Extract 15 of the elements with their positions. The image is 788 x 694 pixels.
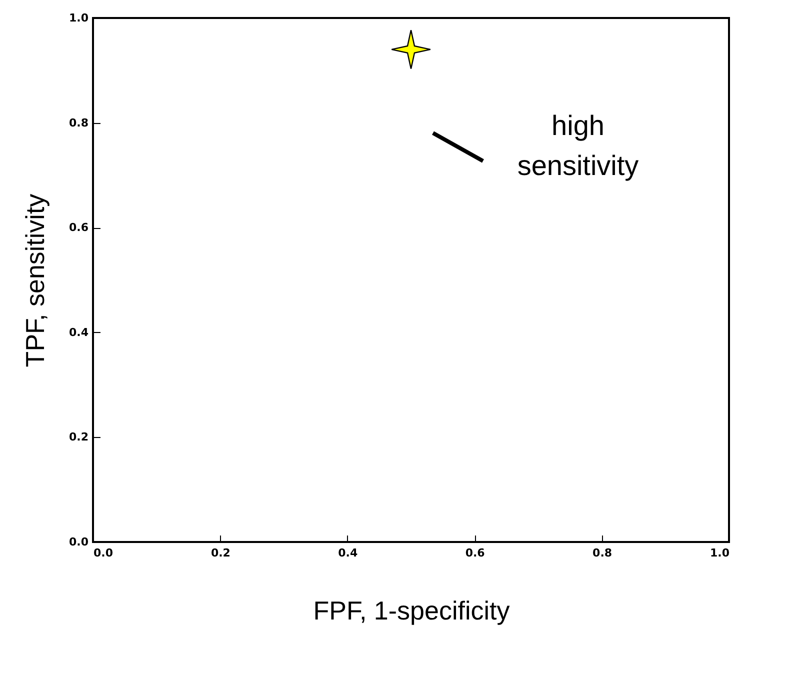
y-tick-label: 0.4 bbox=[69, 326, 89, 339]
x-tick-label: 1.0 bbox=[710, 546, 730, 560]
x-tick-label: 0.8 bbox=[592, 546, 612, 560]
y-tick-label: 1.0 bbox=[69, 12, 89, 24]
x-tick-label: 0.6 bbox=[465, 546, 486, 560]
x-axis-title: FPF, 1-specificity bbox=[313, 596, 510, 626]
y-tick-label: 0.2 bbox=[69, 430, 88, 444]
x-tick-label: 0.0 bbox=[94, 546, 114, 560]
x-tick-label: 0.4 bbox=[338, 546, 358, 560]
y-tick-label: 0.0 bbox=[69, 536, 89, 548]
y-tick-label: 0.6 bbox=[69, 221, 89, 234]
y-tick-label: 0.8 bbox=[69, 116, 88, 130]
annotation: high sensitivity bbox=[517, 110, 639, 181]
x-tick-label: 0.2 bbox=[210, 546, 230, 560]
y-axis-title: TPF, sensitivity bbox=[20, 194, 50, 368]
